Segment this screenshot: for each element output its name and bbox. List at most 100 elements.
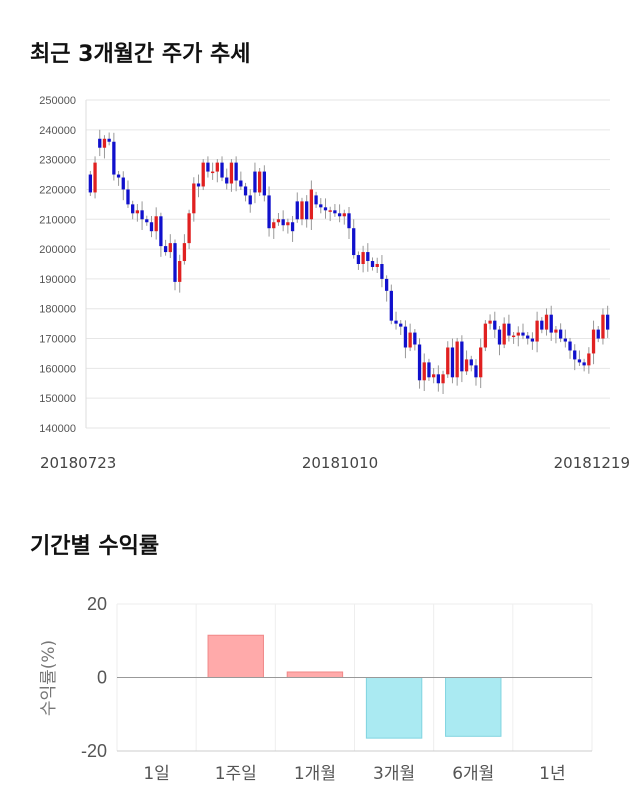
candle-body bbox=[234, 162, 238, 181]
returns-y-axis-label: 수익률(%) bbox=[39, 640, 59, 716]
candle-body bbox=[606, 314, 610, 330]
candle-body bbox=[88, 174, 92, 193]
candle-body bbox=[192, 183, 196, 214]
candle-body bbox=[112, 141, 116, 175]
returns-y-tick-label: 0 bbox=[97, 668, 107, 688]
candle-y-tick-label: 220000 bbox=[39, 184, 76, 196]
candle-body bbox=[380, 264, 384, 279]
candle-body bbox=[436, 374, 440, 384]
candle-body bbox=[497, 329, 502, 345]
candle-body bbox=[558, 329, 563, 339]
candle-body bbox=[243, 186, 248, 196]
candle-body bbox=[248, 195, 252, 205]
candle-body bbox=[577, 359, 582, 363]
returns-x-label: 3개월 bbox=[373, 764, 415, 784]
candle-body bbox=[215, 162, 219, 172]
candle-body bbox=[582, 362, 586, 366]
candle-body bbox=[126, 189, 130, 205]
candle-body bbox=[511, 335, 516, 338]
candle-body bbox=[403, 326, 408, 348]
candle-body bbox=[601, 314, 605, 339]
candle-body bbox=[370, 261, 375, 267]
candle-body bbox=[102, 138, 107, 148]
candle-body bbox=[399, 323, 403, 327]
candle-body bbox=[587, 353, 591, 366]
returns-y-tick-label: 20 bbox=[87, 594, 107, 614]
candle-body bbox=[384, 278, 389, 291]
candle-y-tick-label: 190000 bbox=[39, 274, 76, 286]
candle-body bbox=[446, 347, 450, 375]
candle-body bbox=[333, 210, 337, 214]
candle-body bbox=[225, 177, 229, 184]
candle-body bbox=[220, 162, 224, 178]
candle-body bbox=[540, 320, 544, 330]
candle-body bbox=[450, 347, 455, 378]
candle-body bbox=[342, 213, 346, 217]
candle-y-tick-label: 160000 bbox=[39, 363, 76, 375]
candle-x-label: 20180723 bbox=[40, 454, 116, 472]
candle-body bbox=[474, 365, 478, 378]
candle-body bbox=[149, 222, 154, 232]
candle-body bbox=[544, 314, 549, 330]
candle-body bbox=[375, 264, 379, 267]
candle-body bbox=[116, 174, 121, 178]
candle-body bbox=[394, 320, 398, 324]
candle-body bbox=[535, 320, 539, 342]
candle-body bbox=[417, 344, 422, 381]
candle-body bbox=[135, 210, 140, 214]
candle-body bbox=[488, 320, 492, 324]
candle-body bbox=[173, 243, 177, 282]
candle-body bbox=[526, 335, 530, 339]
candle-body bbox=[337, 213, 342, 217]
candle-body bbox=[206, 162, 210, 172]
candle-body bbox=[159, 216, 163, 247]
candle-body bbox=[309, 189, 314, 220]
candle-body bbox=[281, 219, 285, 226]
candle-body bbox=[502, 323, 506, 345]
candle-body bbox=[154, 216, 158, 232]
candle-body bbox=[121, 177, 125, 190]
candle-body bbox=[366, 252, 370, 262]
candle-body bbox=[93, 162, 97, 193]
returns-x-label: 1주일 bbox=[215, 764, 257, 784]
candle-body bbox=[98, 138, 102, 148]
candle-body bbox=[432, 374, 436, 378]
candle-body bbox=[107, 138, 111, 142]
returns-bar bbox=[286, 671, 344, 678]
candle-body bbox=[516, 332, 520, 336]
candle-x-label: 20181219 bbox=[554, 454, 630, 472]
candle-body bbox=[253, 171, 257, 193]
returns-bar bbox=[365, 677, 423, 739]
candle-body bbox=[168, 243, 172, 253]
candle-body bbox=[455, 341, 459, 378]
candle-body bbox=[568, 341, 572, 351]
candle-body bbox=[229, 162, 234, 184]
candle-body bbox=[145, 219, 149, 223]
candle-body bbox=[507, 323, 511, 336]
candle-body bbox=[352, 228, 356, 256]
candle-body bbox=[573, 350, 577, 360]
candle-body bbox=[549, 314, 553, 333]
candle-body bbox=[347, 213, 351, 229]
candle-body bbox=[554, 329, 558, 333]
candle-body bbox=[356, 255, 361, 264]
candle-y-tick-label: 200000 bbox=[39, 244, 76, 256]
candle-body bbox=[460, 341, 464, 372]
candle-body bbox=[267, 195, 271, 229]
candle-body bbox=[140, 210, 144, 220]
candle-y-tick-label: 140000 bbox=[39, 423, 76, 435]
candle-body bbox=[295, 201, 299, 220]
candle-body bbox=[305, 201, 309, 220]
candle-body bbox=[258, 171, 262, 193]
candle-body bbox=[239, 180, 243, 187]
candle-body bbox=[464, 359, 469, 372]
candle-body bbox=[300, 201, 304, 220]
candle-chart: 250000 240000 230000 220000 210000 200000 1900… bbox=[39, 95, 630, 472]
candle-y-tick-label: 240000 bbox=[39, 125, 76, 137]
candle-body bbox=[262, 171, 266, 196]
candle-body bbox=[483, 323, 488, 348]
candle-body bbox=[563, 338, 567, 342]
candle-body bbox=[479, 347, 483, 378]
candle-body bbox=[286, 222, 290, 226]
returns-x-label: 1일 bbox=[143, 764, 169, 784]
